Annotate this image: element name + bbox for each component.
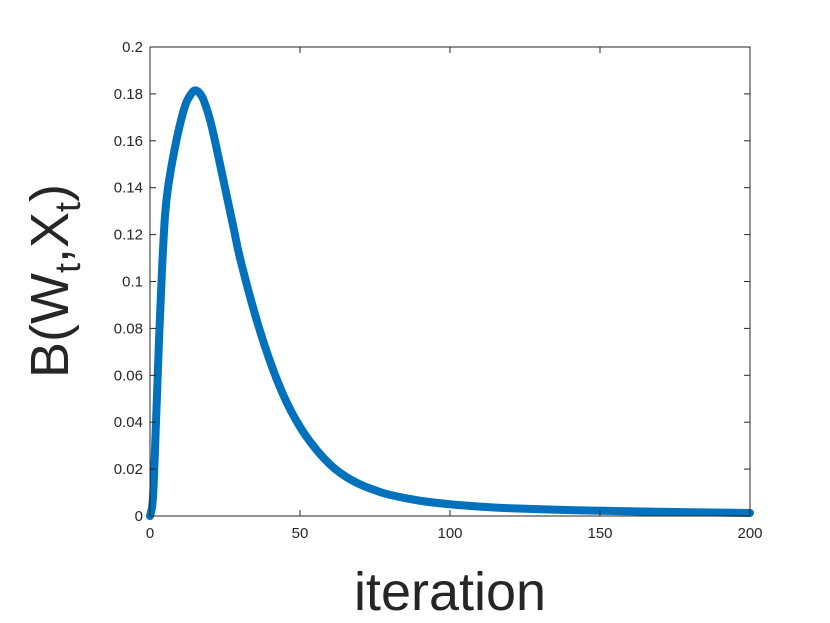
y-tick-label: 0.02 (114, 461, 143, 478)
y-tick-label: 0.18 (114, 86, 143, 103)
x-tick-label: 200 (737, 525, 762, 542)
x-tick-label: 150 (587, 525, 612, 542)
y-tick-label: 0.08 (114, 320, 143, 337)
y-label-sub1: t (47, 263, 88, 273)
series-line-0 (146, 86, 754, 520)
y-label-mid: ,X (20, 212, 80, 263)
y-tick-label: 0.16 (114, 133, 143, 150)
y-tick-label: 0.14 (114, 180, 143, 197)
series-layer (146, 86, 754, 520)
x-axis-label: iteration (354, 562, 546, 622)
x-tick-label: 0 (146, 525, 154, 542)
x-tick-label: 100 (437, 525, 462, 542)
y-tick-label: 0 (135, 508, 143, 525)
y-tick-label: 0.04 (114, 414, 143, 431)
y-tick-label: 0.06 (114, 367, 143, 384)
x-tick-label: 50 (292, 525, 309, 542)
y-label-sub2: t (47, 202, 88, 212)
plot-area (150, 47, 750, 516)
y-label-base: B(W (20, 273, 80, 378)
y-label-end: ) (20, 184, 80, 202)
y-tick-label: 0.12 (114, 227, 143, 244)
x-axis-ticks: 0 50 100 150 200 (146, 47, 763, 542)
y-axis-label: B(Wt,Xt) (20, 184, 88, 378)
y-tick-label: 0.1 (122, 274, 143, 291)
y-axis-ticks: 0 0.02 0.04 0.06 0.08 0.1 0.12 0.14 0.16 0.18 0.2 (114, 39, 750, 525)
y-tick-label: 0.2 (122, 39, 143, 56)
